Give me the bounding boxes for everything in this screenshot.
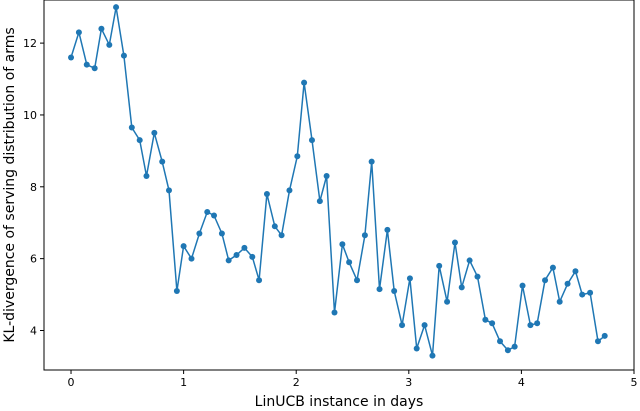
data-point (256, 277, 263, 284)
y-axis: 4 6 8 10 12 (23, 37, 44, 337)
data-point (308, 137, 315, 144)
data-point (466, 257, 473, 264)
data-point (451, 239, 458, 246)
data-point (286, 187, 293, 194)
data-point (173, 287, 180, 294)
data-point (458, 284, 465, 291)
data-point (601, 332, 608, 339)
data-point (225, 257, 232, 264)
data-point (339, 241, 346, 248)
data-point (556, 298, 563, 305)
data-point (376, 286, 383, 293)
data-point (391, 287, 398, 294)
x-axis-label: LinUCB instance in days (255, 394, 424, 410)
data-points (68, 4, 608, 359)
data-point (354, 277, 361, 284)
data-point (489, 320, 496, 327)
data-point (384, 226, 391, 233)
data-point (444, 298, 451, 305)
data-point (278, 232, 285, 239)
data-point (331, 309, 338, 316)
data-point (271, 223, 278, 230)
data-point (564, 280, 571, 287)
data-point (75, 29, 82, 36)
data-point (188, 255, 195, 262)
data-point (241, 244, 248, 251)
data-point (98, 25, 105, 32)
data-point (113, 4, 120, 11)
x-tick-label: 2 (293, 376, 300, 389)
x-tick-label: 1 (180, 376, 187, 389)
data-point (406, 275, 413, 282)
data-point (294, 153, 301, 160)
data-point (301, 79, 308, 86)
y-tick-label: 8 (30, 181, 37, 194)
data-point (159, 158, 166, 165)
data-point (519, 282, 526, 289)
data-point (368, 158, 375, 165)
data-point (91, 65, 98, 72)
data-point (579, 291, 586, 298)
data-point (527, 322, 534, 329)
data-point (572, 268, 579, 275)
plot-frame (43, 0, 635, 371)
x-axis: 0 1 2 3 4 5 (68, 370, 638, 389)
data-point (151, 129, 158, 136)
data-point (263, 190, 270, 197)
data-point (511, 343, 518, 350)
data-point (346, 259, 353, 266)
data-point (504, 347, 511, 354)
data-point (361, 232, 368, 239)
y-tick-label: 6 (30, 253, 37, 266)
data-point (436, 262, 443, 269)
data-point (587, 289, 594, 296)
data-point (399, 322, 406, 329)
data-point (143, 173, 150, 180)
data-point (165, 187, 172, 194)
data-point (120, 52, 127, 59)
data-point (128, 124, 135, 131)
series-line (70, 7, 606, 356)
y-tick-label: 12 (23, 37, 37, 50)
data-point (482, 316, 489, 323)
data-point (323, 173, 330, 180)
data-point (542, 277, 549, 284)
data-point (497, 338, 504, 345)
data-point (204, 208, 211, 215)
data-point (474, 273, 481, 280)
data-point (106, 41, 113, 48)
data-point (218, 230, 225, 237)
data-point (211, 212, 218, 219)
data-point (233, 252, 240, 259)
y-axis-label: KL-divergence of serving distribution of… (2, 27, 18, 342)
data-point (316, 198, 323, 205)
data-point (196, 230, 203, 237)
data-point (83, 61, 90, 68)
x-tick-label: 5 (631, 376, 638, 389)
data-point (594, 338, 601, 345)
data-point (429, 352, 436, 359)
data-point (249, 253, 256, 260)
data-point (413, 345, 420, 352)
data-point (68, 54, 75, 61)
y-tick-label: 10 (23, 109, 37, 122)
data-point (549, 264, 556, 271)
data-point (136, 137, 143, 144)
x-tick-label: 0 (68, 376, 75, 389)
y-tick-label: 4 (30, 324, 37, 337)
data-point (534, 320, 541, 327)
x-tick-label: 3 (405, 376, 412, 389)
data-point (421, 322, 428, 329)
data-point (180, 243, 187, 250)
x-tick-label: 4 (518, 376, 525, 389)
